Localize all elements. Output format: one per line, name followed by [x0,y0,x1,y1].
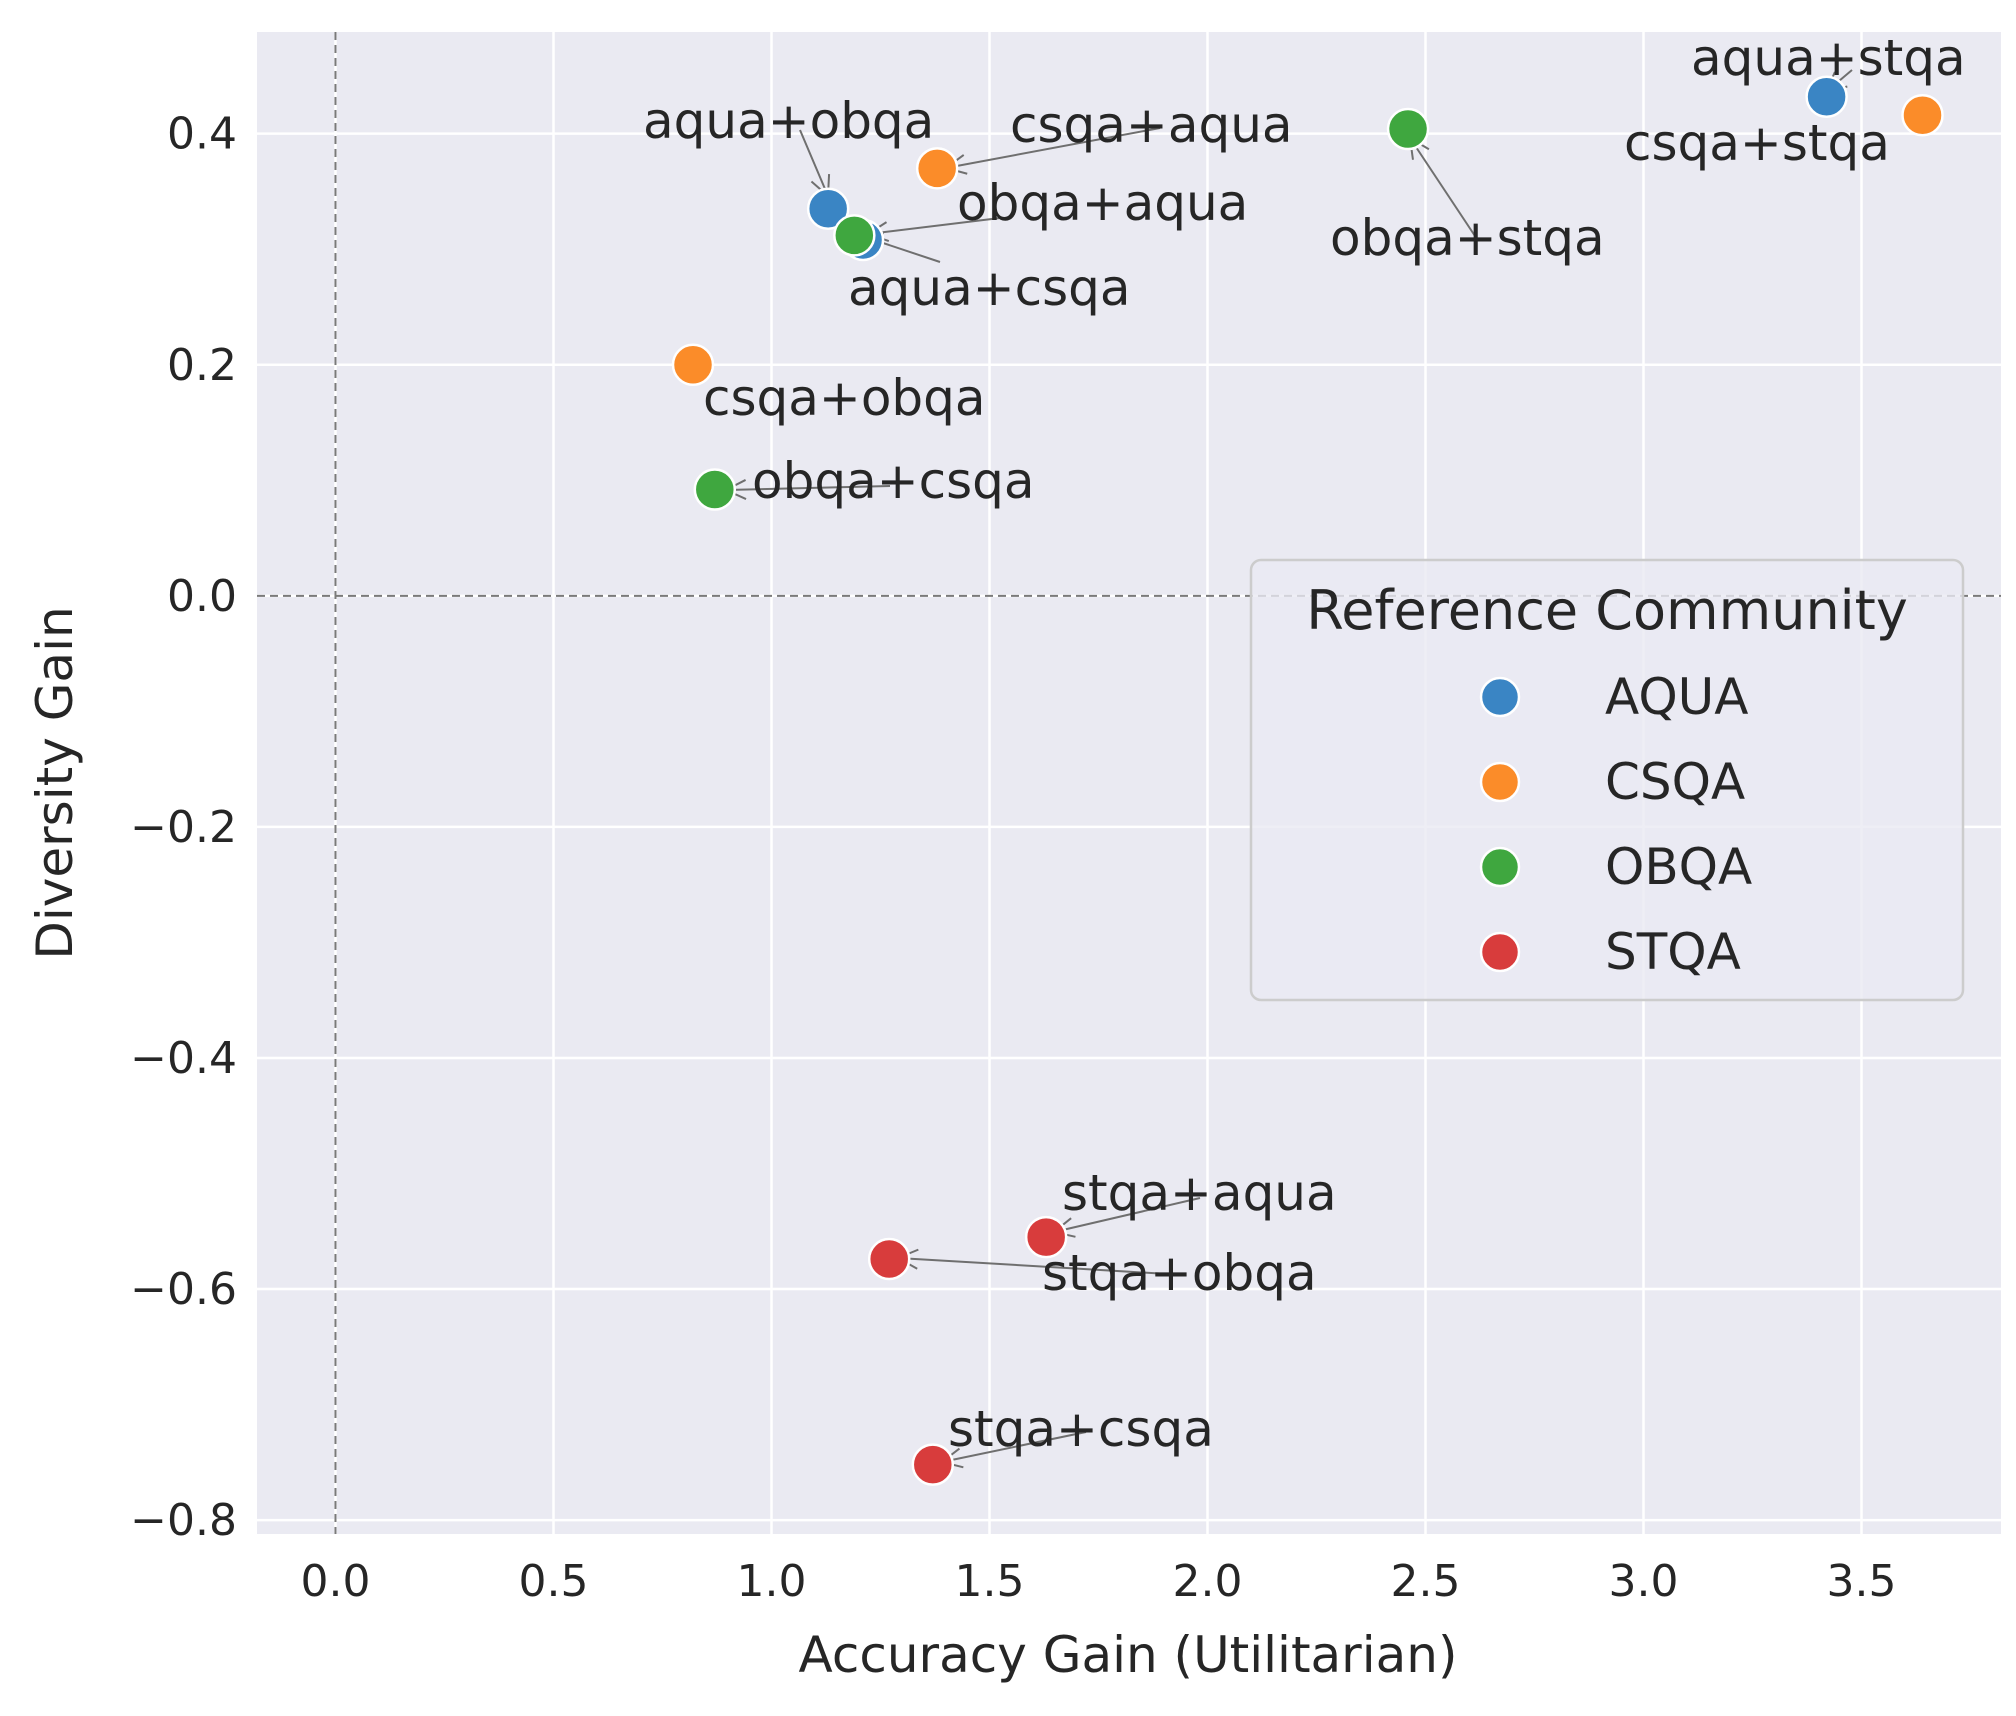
connector-stqa-aqua [1053,1197,1201,1233]
label-csqa-obqa: csqa+obqa [703,369,986,427]
legend-label-stqa: STQA [1605,923,1741,981]
label-obqa-aqua: obqa+aqua [957,174,1248,232]
legend: Reference Community AQUA CSQA OBQA STQA [1249,558,1965,1002]
x-tick-label: 2.5 [1390,1556,1460,1607]
label-obqa-csqa: obqa+csqa [752,452,1035,510]
point-csqa-aqua [915,147,959,190]
y-tick-label: −0.8 [130,1495,237,1546]
x-tick-label: 2.0 [1172,1556,1242,1607]
connector-obqa-csqa [725,485,891,491]
point-obqa-csqa [693,468,737,511]
legend-marker-csqa [1479,761,1521,803]
legend-label-csqa: CSQA [1605,753,1745,811]
connector-obqa-aqua [867,217,1001,235]
data-points [671,75,1944,1486]
legend-marker-stqa [1479,931,1521,973]
x-tick-label: 3.0 [1608,1556,1678,1607]
point-stqa-aqua [1024,1215,1068,1259]
point-stqa-csqa [911,1443,955,1486]
x-axis-title: Accuracy Gain (Utilitarian) [799,1626,1458,1684]
label-stqa-obqa: stqa+obqa [1042,1244,1317,1302]
x-tick-label: 3.5 [1826,1556,1896,1607]
point-obqa-aqua [833,214,876,257]
legend-frame [1249,558,1965,1002]
connector-stqa-obqa [897,1257,1169,1275]
y-tick-label: −0.4 [130,1033,237,1084]
y-tick-label: 0.2 [167,340,237,391]
x-tick-labels: 0.0 0.5 1.0 1.5 2.0 2.5 3.0 3.5 [300,1556,1896,1607]
legend-label-obqa: OBQA [1605,838,1752,896]
y-tick-label: 0.0 [167,571,237,622]
y-tick-label: 0.4 [167,109,237,160]
x-tick-label: 1.5 [954,1556,1024,1607]
point-aqua-obqa [806,187,850,231]
point-csqa-stqa [1901,93,1944,137]
legend-marker-aqua [1479,676,1521,718]
y-axis-title: Diversity Gain [26,606,84,959]
legend-marker-obqa [1479,846,1521,888]
reference-lines [257,32,2001,1534]
connector-csqa-aqua [945,127,1161,169]
legend-entries: AQUA CSQA OBQA STQA [1479,668,1752,981]
label-csqa-aqua: csqa+aqua [1010,96,1293,154]
label-stqa-aqua: stqa+aqua [1062,1164,1337,1222]
x-tick-label: 1.0 [736,1556,806,1607]
connector-aqua-obqa [799,129,829,197]
x-tick-label: 0.0 [300,1556,370,1607]
label-aqua-csqa: aqua+csqa [848,259,1131,317]
x-tick-label: 0.5 [518,1556,588,1607]
point-labels: aqua+obqa aqua+csqa aqua+stqa csqa+aqua csqa… [643,29,1966,1458]
y-tick-labels: −0.8 −0.6 −0.4 −0.2 0.0 0.2 0.4 [130,109,237,1546]
point-stqa-obqa [867,1237,911,1281]
connector-stqa-csqa [941,1431,1087,1463]
point-obqa-stqa [1386,107,1430,151]
legend-title: Reference Community [1306,579,1908,642]
label-aqua-obqa: aqua+obqa [643,92,934,150]
label-stqa-csqa: stqa+csqa [948,1400,1214,1458]
legend-label-aqua: AQUA [1605,668,1748,726]
y-tick-label: −0.6 [130,1264,237,1315]
point-aqua-stqa [1805,75,1848,118]
y-tick-label: −0.2 [130,802,237,853]
point-csqa-obqa [671,343,715,387]
label-aqua-stqa: aqua+stqa [1691,29,1966,87]
connector-obqa-stqa [1409,137,1476,237]
label-obqa-stqa: obqa+stqa [1330,209,1605,267]
label-csqa-stqa: csqa+stqa [1624,114,1890,172]
